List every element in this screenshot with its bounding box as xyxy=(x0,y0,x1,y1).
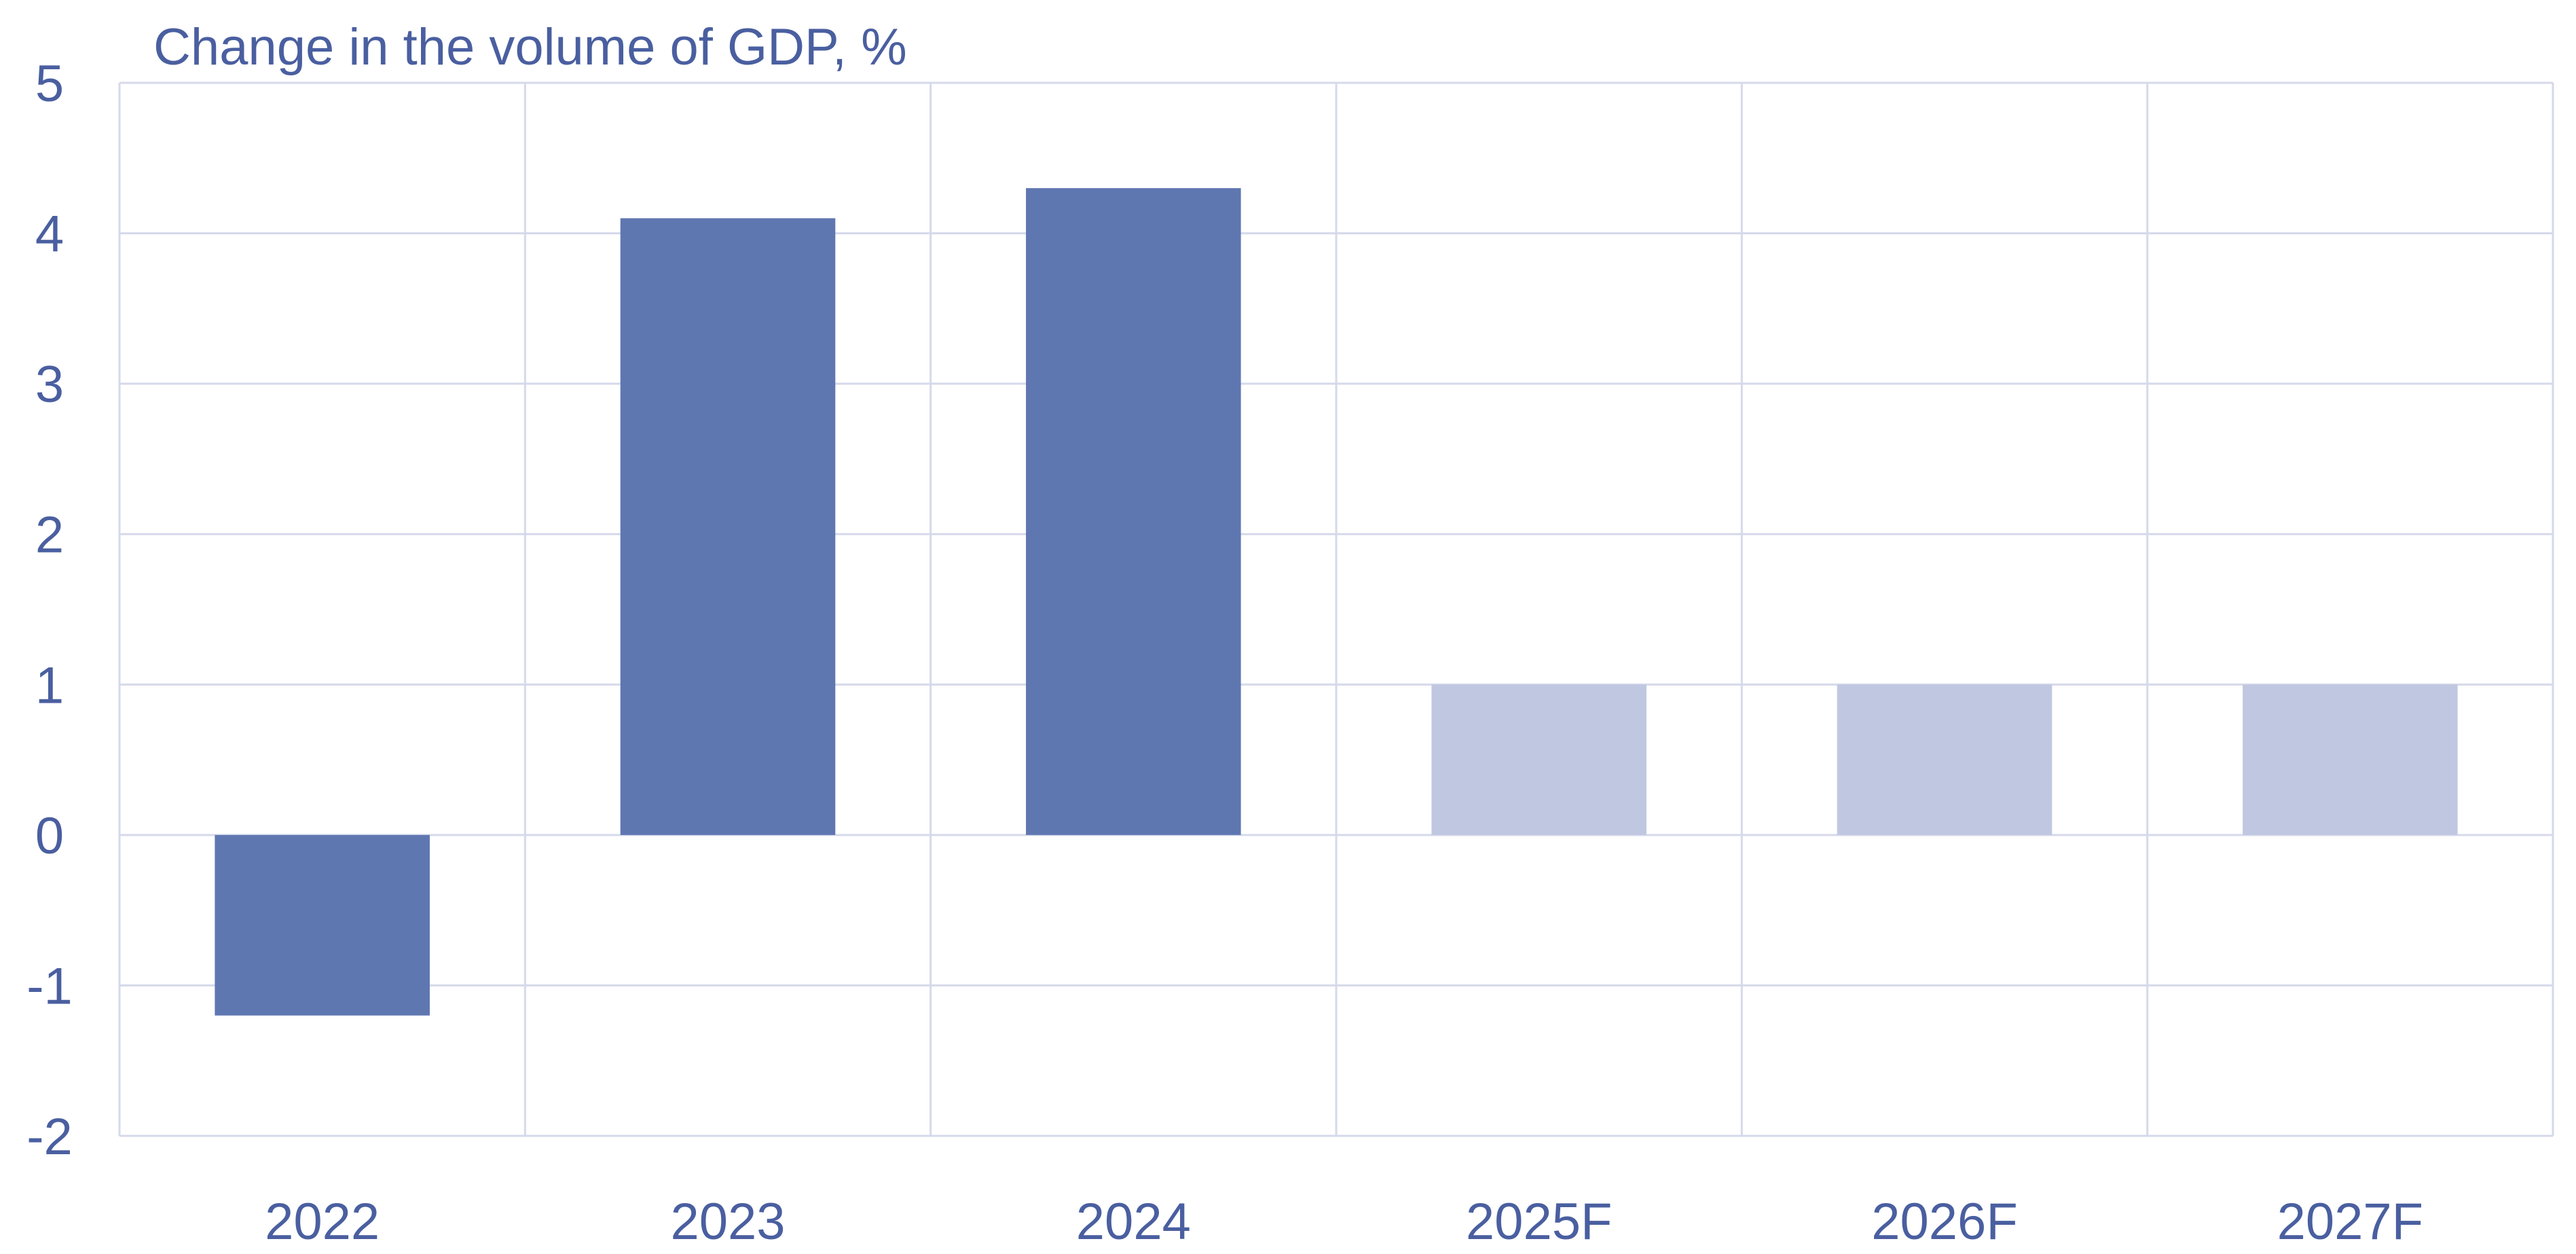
bar-2027F xyxy=(2243,684,2458,835)
gridlines xyxy=(118,81,2554,1137)
y-tick-label: 1 xyxy=(35,657,64,714)
x-tick-label: 2023 xyxy=(670,1193,785,1251)
bar-2023 xyxy=(620,218,836,835)
chart-title: Change in the volume of GDP, % xyxy=(153,18,907,76)
x-tick-label: 2026F xyxy=(1871,1193,2018,1251)
y-tick-label: -1 xyxy=(26,957,73,1015)
y-tick-label: -2 xyxy=(26,1108,73,1166)
y-tick-label: 5 xyxy=(35,55,64,113)
y-tick-label: 2 xyxy=(35,506,64,564)
x-tick-label: 2027F xyxy=(2277,1193,2424,1251)
y-tick-label: 4 xyxy=(35,206,64,263)
x-tick-label: 2025F xyxy=(1466,1193,1613,1251)
x-tick-label: 2024 xyxy=(1076,1193,1191,1251)
x-axis-ticks: 2022 2023 2024 2025F 2026F 2027F xyxy=(265,1193,2423,1251)
x-tick-label: 2022 xyxy=(265,1193,380,1251)
bar-2022 xyxy=(215,834,430,1016)
bar-2025F xyxy=(1431,684,1646,835)
y-tick-label: 0 xyxy=(35,807,64,865)
y-axis-ticks: 5 4 3 2 1 0 -1 -2 xyxy=(26,55,73,1166)
bar-2024 xyxy=(1026,188,1241,835)
bars xyxy=(215,188,2458,1016)
y-tick-label: 3 xyxy=(35,356,64,413)
bar-2026F xyxy=(1837,684,2053,835)
